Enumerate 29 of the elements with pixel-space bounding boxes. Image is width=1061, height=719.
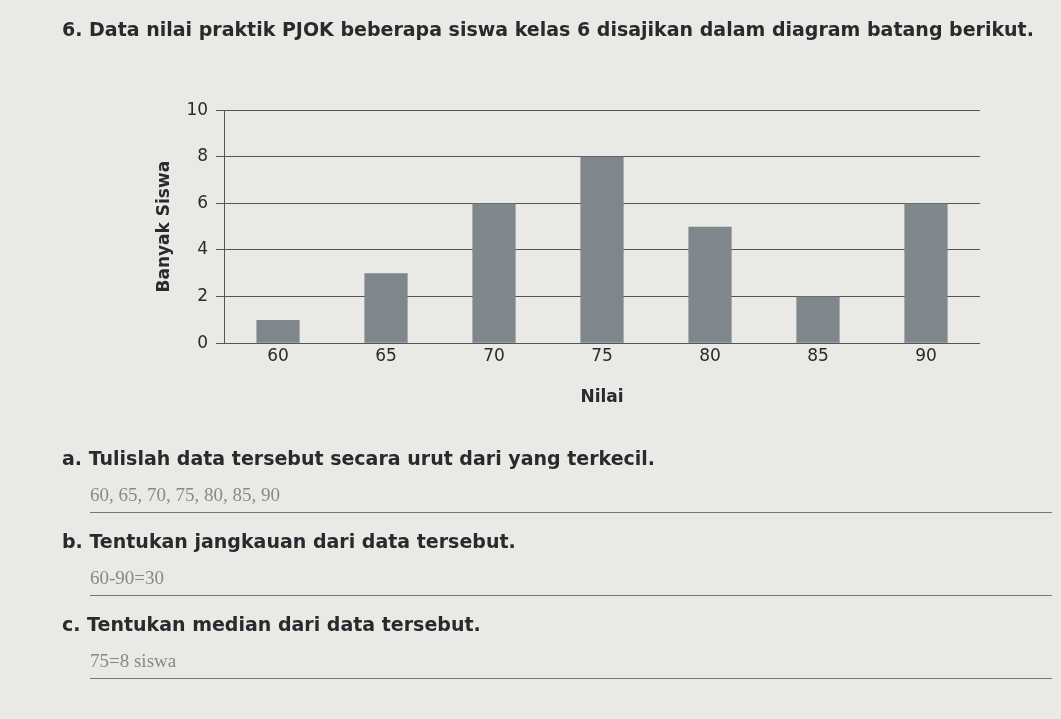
y-tick-label: 0 — [197, 331, 209, 352]
x-tick-label: 75 — [591, 344, 613, 365]
x-tick-label: 60 — [267, 344, 289, 365]
bar — [472, 203, 516, 343]
y-tick-label: 2 — [197, 285, 209, 306]
bar — [796, 296, 840, 343]
x-tick-label: 70 — [483, 344, 505, 365]
bar — [904, 203, 948, 343]
x-tick-label: 65 — [375, 344, 397, 365]
y-tick-label: 10 — [186, 98, 209, 119]
bar — [364, 273, 408, 343]
y-tick-label: 6 — [197, 191, 209, 212]
text: c. Tentukan median dari data tersebut. — [62, 612, 482, 637]
text: b. Tentukan jangkauan dari data tersebut. — [62, 529, 517, 554]
x-axis-title: Nilai — [580, 386, 624, 407]
bar — [580, 156, 624, 343]
x-tick-label: 85 — [807, 344, 829, 365]
bar — [256, 319, 300, 343]
bar — [688, 226, 732, 343]
y-axis-title: Banyak Siswa — [152, 160, 173, 293]
x-tick-label: 80 — [699, 344, 721, 365]
x-tick-label: 90 — [915, 344, 937, 365]
y-tick-label: 4 — [197, 238, 209, 259]
text: 75=8 siswa — [90, 644, 1052, 679]
y-tick-label: 8 — [197, 145, 209, 166]
text: a. Tulislah data tersebut secara urut dari yang terkecil. — [62, 446, 657, 471]
text: 60, 65, 70, 75, 80, 85, 90 — [90, 478, 1052, 513]
chart-title: 6. Data nilai praktik PJOK beberapa siswa kelas 6 disajikan dalam diagram batang berikut. — [62, 17, 1035, 42]
text: 60-90=30 — [90, 561, 1052, 596]
